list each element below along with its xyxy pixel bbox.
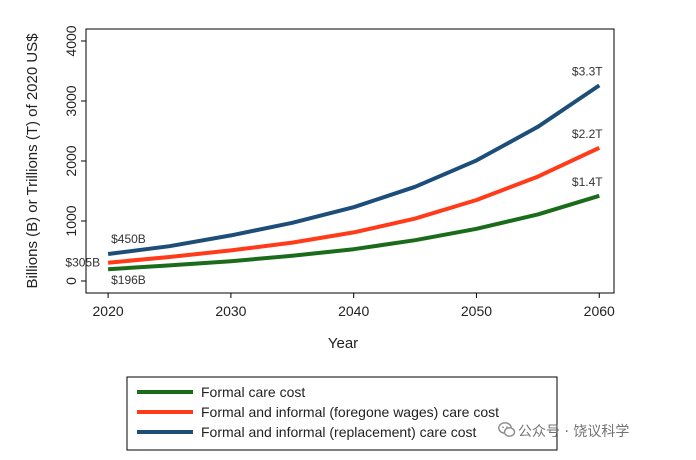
y-tick-label: 2000 bbox=[63, 145, 79, 176]
legend-label: Formal and informal (replacement) care c… bbox=[201, 424, 477, 440]
plot-frame bbox=[85, 28, 615, 294]
x-tick-label: 2050 bbox=[461, 303, 492, 319]
legend: Formal care cost Formal and informal (for… bbox=[126, 376, 558, 451]
start-value-label: $305B bbox=[65, 256, 100, 270]
series-line-2 bbox=[107, 145, 601, 265]
y-axis-title: Billions (B) or Trillions (T) of 2020 US… bbox=[24, 33, 41, 289]
wechat-icon bbox=[498, 422, 516, 437]
x-tick-label: 2060 bbox=[584, 303, 615, 319]
x-axis-title: Year bbox=[328, 335, 358, 352]
x-tick-label: 2030 bbox=[215, 303, 246, 319]
y-tick-label: 4000 bbox=[63, 25, 79, 56]
legend-box bbox=[126, 376, 558, 451]
start-value-label: $196B bbox=[111, 273, 146, 287]
end-value-label: $3.3T bbox=[572, 64, 603, 78]
end-value-label: $2.2T bbox=[572, 127, 603, 141]
x-tick-label: 2040 bbox=[338, 303, 369, 319]
legend-label: Formal and informal (foregone wages) car… bbox=[201, 404, 499, 420]
watermark-text: 公众号 · 饶议科学 bbox=[518, 424, 630, 440]
end-value-label: $1.4T bbox=[572, 175, 603, 189]
watermark: 公众号 · 饶议科学 bbox=[498, 421, 629, 441]
y-tick-label: 1000 bbox=[63, 205, 79, 236]
y-tick-label: 0 bbox=[63, 277, 79, 285]
series-line-1 bbox=[107, 193, 600, 272]
start-value-label: $450B bbox=[111, 232, 146, 246]
series-lines bbox=[107, 83, 601, 272]
series-line-3 bbox=[107, 83, 601, 256]
axes: 2020 2030 2040 2050 2060 0 1000 2000 3000 4000 bbox=[63, 25, 615, 319]
data-labels: $196B $1.4T $305B $2.2T $450B $3.3T bbox=[65, 64, 603, 287]
x-tick-label: 2020 bbox=[93, 303, 124, 319]
y-tick-label: 3000 bbox=[63, 85, 79, 116]
legend-label: Formal care cost bbox=[201, 384, 305, 400]
